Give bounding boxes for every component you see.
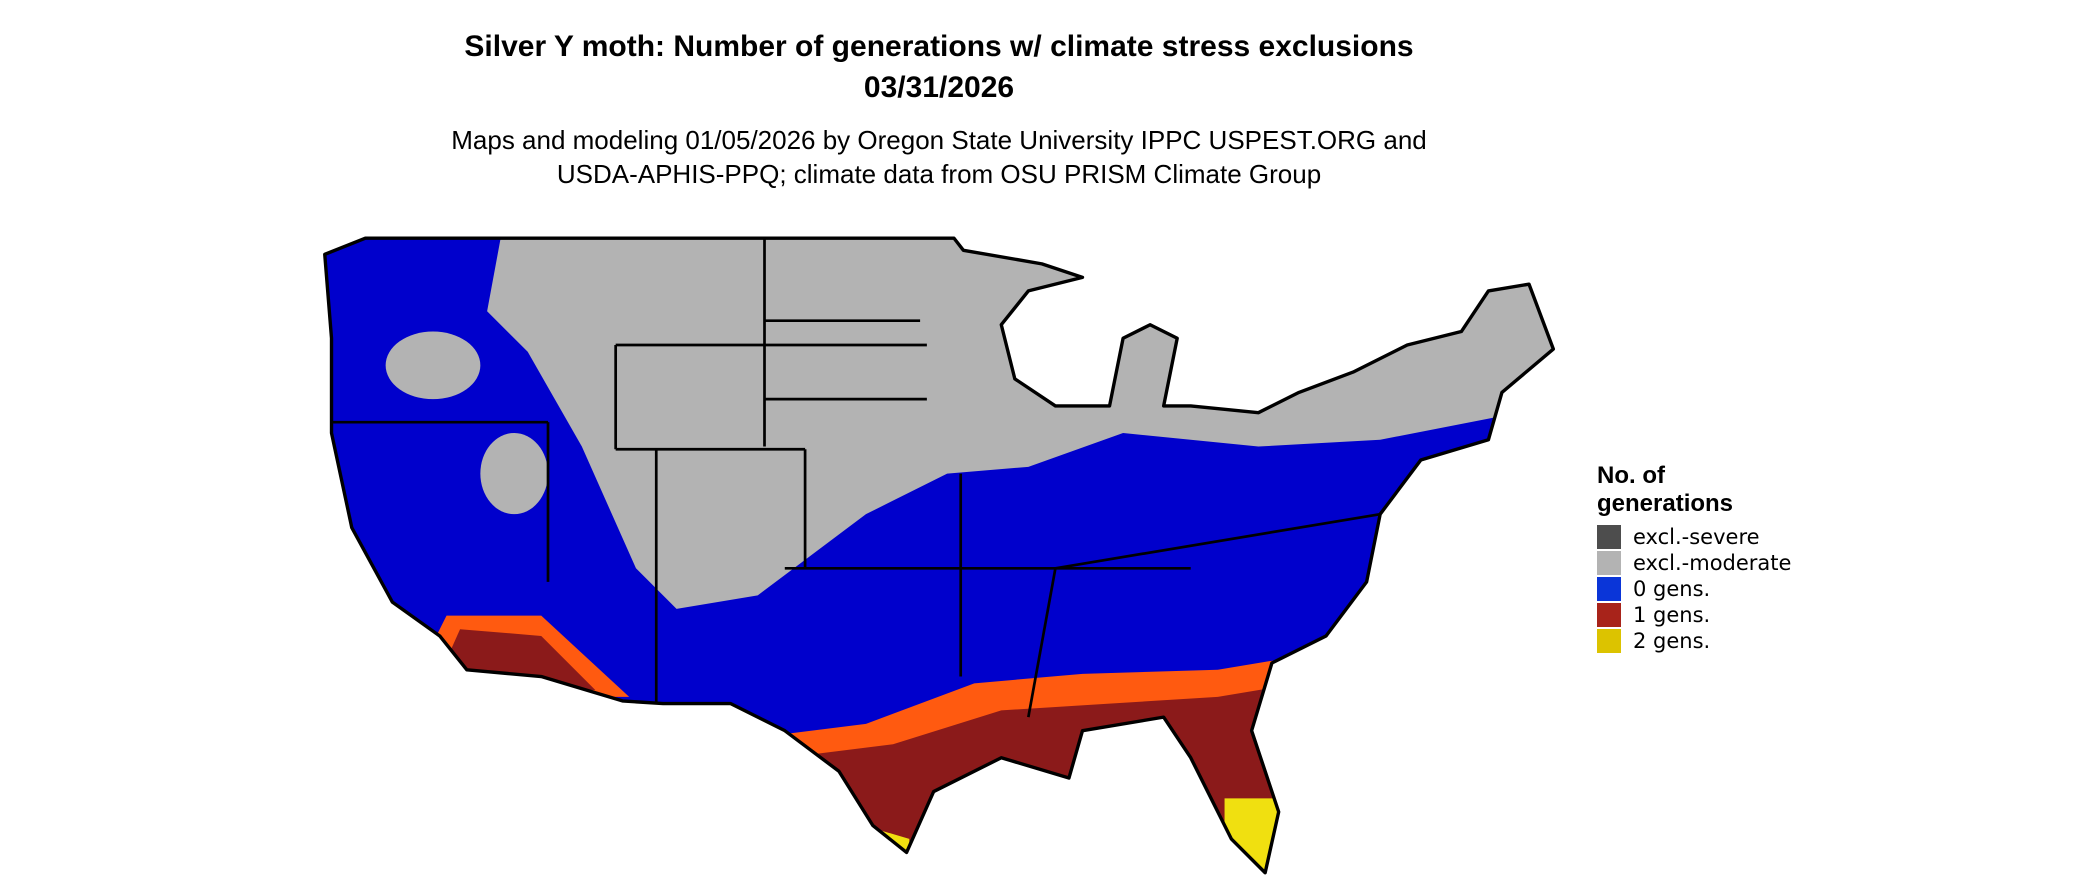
legend-label: 0 gens. (1633, 577, 1710, 601)
title: 03/31/2026 (864, 71, 1014, 104)
zone-excl-moderate (480, 432, 549, 515)
subtitle: Maps and modeling 01/05/2026 by Oregon S… (451, 125, 1427, 155)
legend-swatch (1597, 603, 1621, 627)
legend: No. of generations excl.-severeexcl.-mod… (1597, 462, 1791, 653)
legend-swatch (1597, 525, 1621, 549)
legend-label: 1 gens. (1633, 603, 1710, 627)
title: Silver Y moth: Number of generations w/ … (464, 30, 1413, 63)
zone-excl-moderate (385, 331, 481, 400)
legend-swatch (1597, 551, 1621, 575)
us-outline (323, 236, 1556, 875)
state-borders (331, 238, 1381, 718)
legend-swatch (1597, 577, 1621, 601)
legend-title: No. of (1597, 462, 1666, 489)
legend-label: excl.-severe (1633, 525, 1760, 549)
subtitle: USDA-APHIS-PPQ; climate data from OSU PR… (557, 159, 1321, 189)
legend-swatch (1597, 629, 1621, 653)
zone-2-gens (1224, 798, 1283, 873)
legend-title: generations (1597, 490, 1733, 517)
map (323, 236, 1556, 875)
legend-label: 2 gens. (1633, 629, 1710, 653)
legend-label: excl.-moderate (1633, 551, 1791, 575)
